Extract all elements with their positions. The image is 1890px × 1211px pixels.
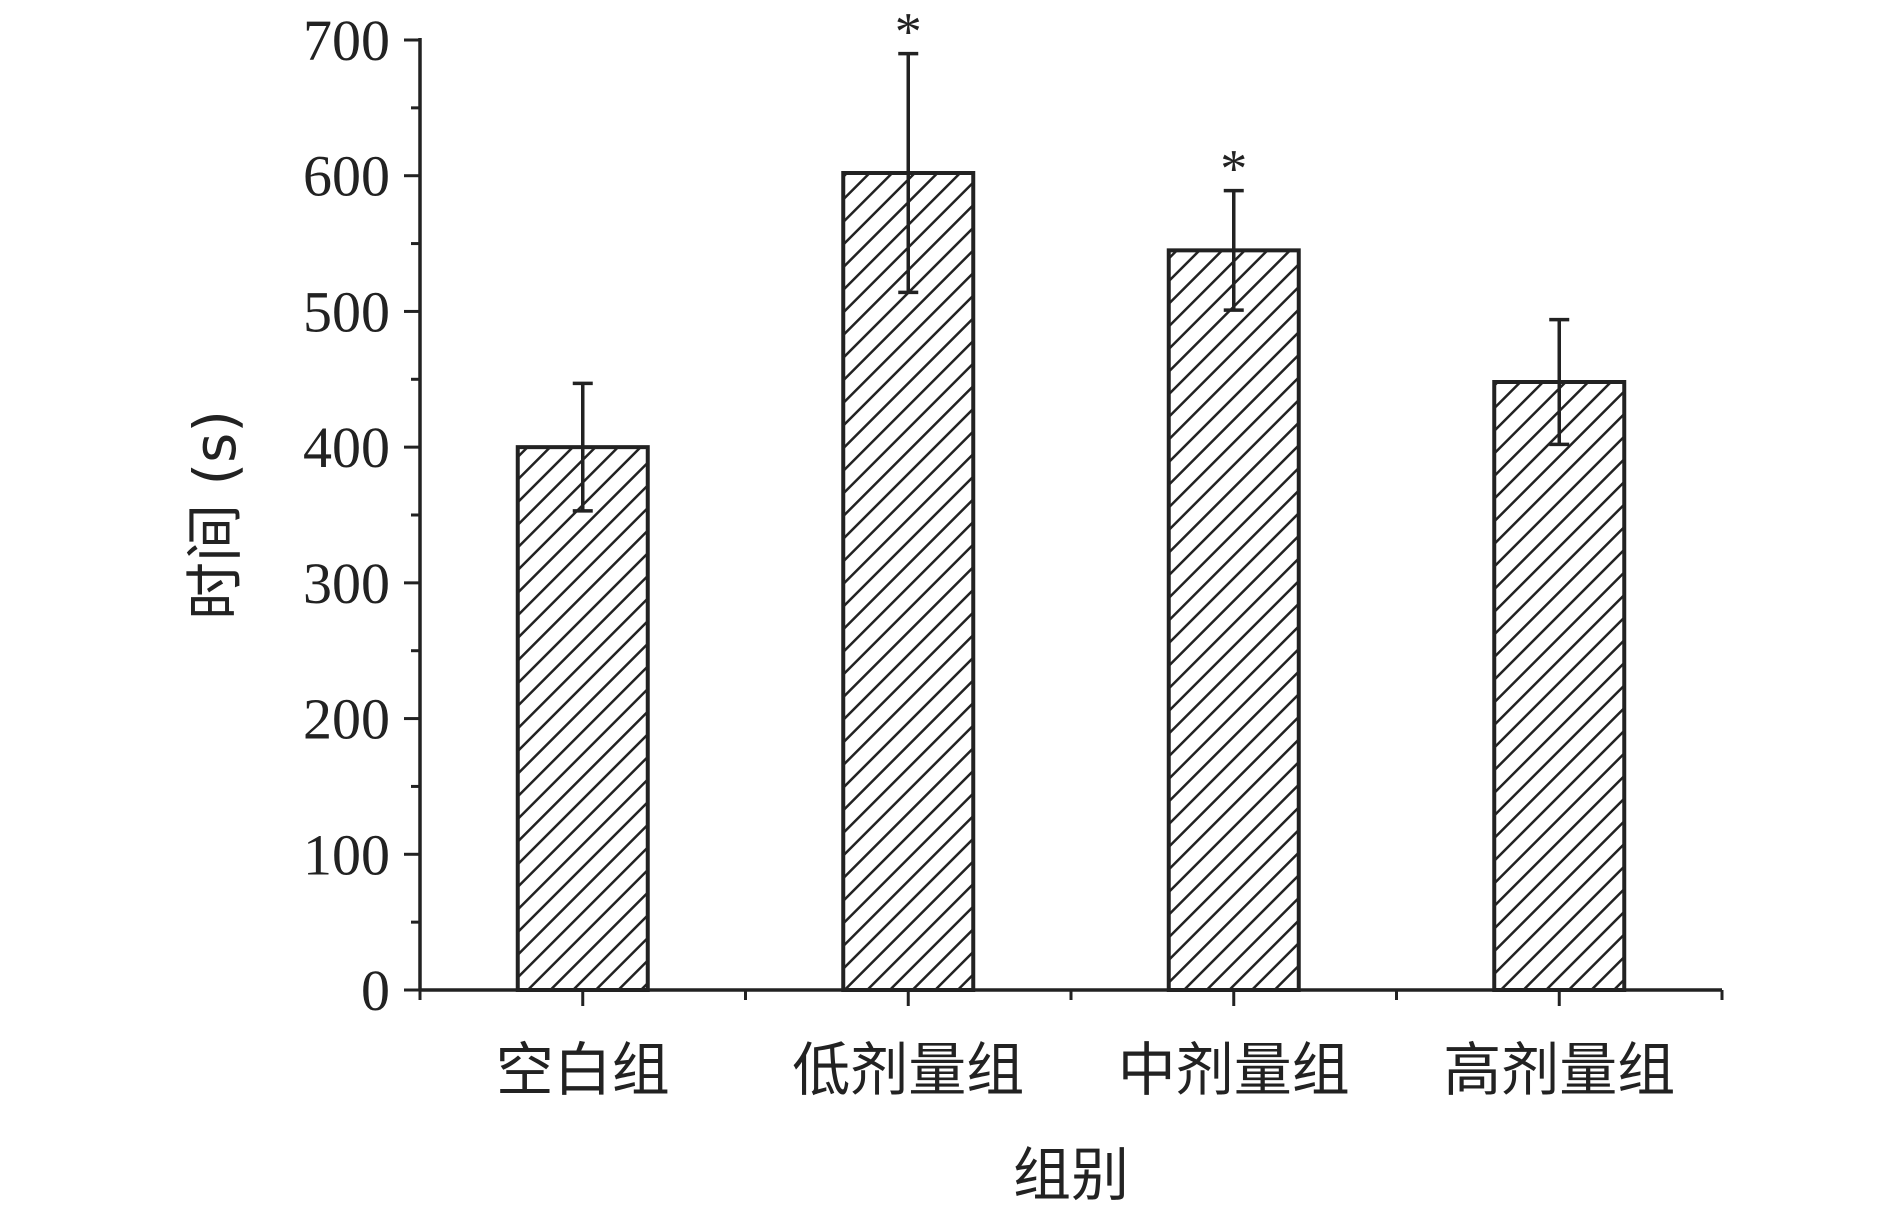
- y-tick-label: 500: [303, 279, 390, 344]
- bar: [841, 171, 976, 992]
- bars-group: [515, 171, 1627, 993]
- bar: [1166, 248, 1301, 993]
- axes-group: [404, 38, 1724, 1006]
- y-tick-label: 700: [303, 8, 390, 73]
- significance-mark: *: [895, 2, 922, 62]
- error-bars-group: [572, 51, 1570, 513]
- y-tick-label: 400: [303, 415, 390, 480]
- y-tick-label: 300: [303, 551, 390, 616]
- bar: [515, 445, 650, 992]
- x-tick-label: 高剂量组: [1443, 1036, 1675, 1104]
- y-tick-label: 600: [303, 144, 390, 209]
- y-tick-label: 200: [303, 687, 390, 752]
- labels-group: 空白组 * 低剂量组 * 中剂量组 高剂量组 0 100 200 300 400 500 600 700 组…: [181, 2, 1675, 1209]
- x-tick-label: 低剂量组: [792, 1036, 1024, 1104]
- y-tick-label: 100: [303, 822, 390, 887]
- y-tick-label: 0: [361, 958, 390, 1023]
- x-axis-title: 组别: [1013, 1141, 1129, 1209]
- x-tick-label: 空白组: [496, 1036, 670, 1104]
- bar: [1492, 380, 1627, 992]
- y-axis-title: 时间 (s): [181, 410, 249, 620]
- x-tick-label: 中剂量组: [1118, 1036, 1350, 1104]
- significance-mark: *: [1220, 139, 1247, 199]
